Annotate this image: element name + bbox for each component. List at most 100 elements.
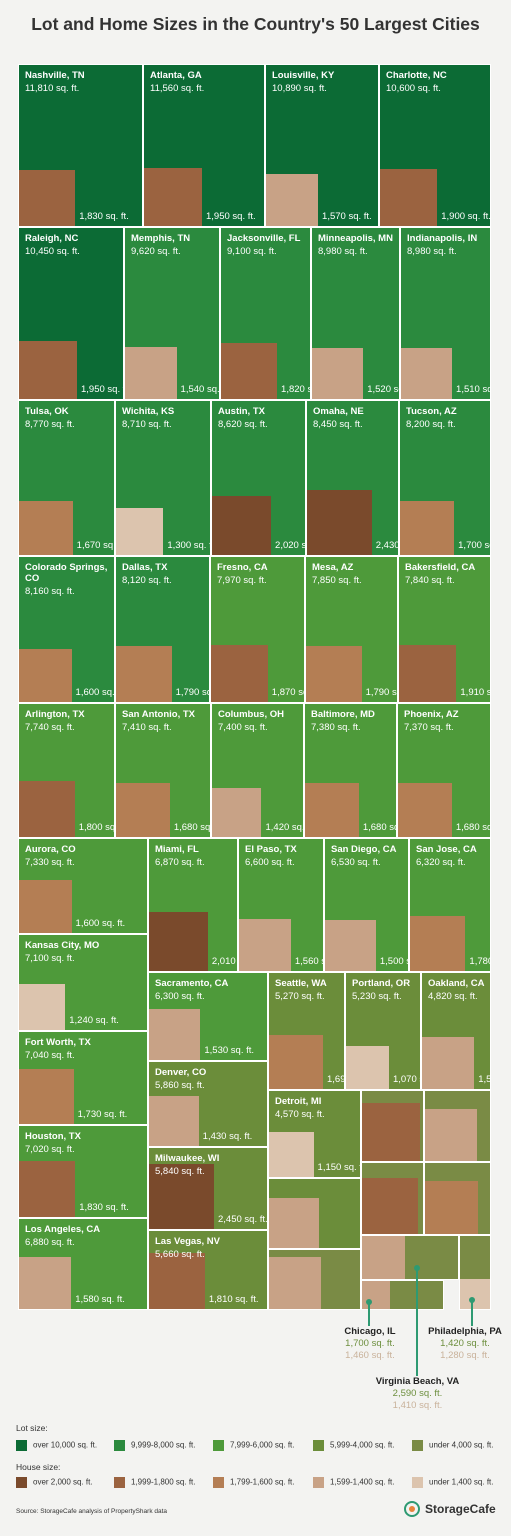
city-name: Portland, OR — [352, 978, 411, 989]
house-size-label: 1,680 sq. ft. — [362, 822, 396, 833]
city-name: El Paso, TX — [245, 844, 297, 855]
house-size-label: 2,430 sq. ft. — [375, 540, 399, 551]
house-square — [19, 341, 77, 399]
city-name: Sacramento, CA — [155, 978, 229, 989]
city-name: Charlotte, NC — [386, 70, 447, 81]
house-size-label: 1,910 sq. ft. — [460, 687, 490, 698]
city-cell-mesa-az: Mesa, AZ 7,850 sq. ft. 1,790 sq. ft. — [305, 556, 398, 703]
city-cell-chicago-il — [361, 1280, 444, 1310]
chart-title: Lot and Home Sizes in the Country's 50 L… — [31, 14, 480, 34]
lot-size-label: 7,400 sq. ft. — [218, 722, 268, 733]
lot-size-label: 8,160 sq. ft. — [25, 586, 75, 597]
city-name: Louisville, KY — [272, 70, 335, 81]
house-square — [19, 1160, 76, 1217]
house-size-label: 1,820 sq. ft. — [281, 384, 310, 395]
city-name: Indianapolis, IN — [407, 233, 478, 244]
callout-city-name: Philadelphia, PA — [428, 1326, 502, 1337]
city-cell-las-vegas-nv: Las Vegas, NV 5,660 sq. ft. 1,810 sq. ft. — [148, 1230, 268, 1310]
callout-house-size: 1,410 sq. ft. — [392, 1400, 443, 1411]
city-cell-philadelphia-pa — [459, 1235, 491, 1310]
city-cell-louisville-ky: Louisville, KY 10,890 sq. ft. 1,570 sq. ft… — [265, 64, 379, 227]
house-size-label: 1,430 sq. ft. — [202, 1131, 253, 1142]
lot-size-label: 4,570 sq. ft. — [275, 1109, 325, 1120]
house-square — [307, 490, 372, 555]
legend-label: 1,599-1,400 sq. ft. — [330, 1477, 395, 1487]
legend-swatch — [16, 1440, 27, 1451]
lot-size-label: 7,380 sq. ft. — [311, 722, 361, 733]
house-square — [212, 787, 262, 837]
house-square — [269, 1035, 323, 1089]
house-size-label: 1,690 sq. ft. — [326, 1074, 345, 1085]
house-square — [410, 915, 466, 971]
city-cell-albuquerque-nm — [268, 1178, 361, 1249]
city-cell-baltimore-md: Baltimore, MD 7,380 sq. ft. 1,680 sq. ft. — [304, 703, 397, 838]
legend-swatch — [313, 1440, 324, 1451]
city-cell-san-antonio-tx: San Antonio, TX 7,410 sq. ft. 1,680 sq. ft… — [115, 703, 211, 838]
city-cell-wichita-ks: Wichita, KS 8,710 sq. ft. 1,300 sq. ft. — [115, 400, 211, 556]
city-cell-seattle-wa: Seattle, WA 5,270 sq. ft. 1,690 sq. ft. — [268, 972, 345, 1090]
city-name: Atlanta, GA — [150, 70, 202, 81]
lot-size-label: 7,740 sq. ft. — [25, 722, 75, 733]
city-cell-miami-fl: Miami, FL 6,870 sq. ft. 2,010 sq. ft. — [148, 838, 238, 972]
city-cell-washington-dc — [424, 1090, 491, 1162]
callout-virginia-beach-va: Virginia Beach, VA 2,590 sq. ft. 1,410 sq.… — [370, 1376, 465, 1412]
house-size-label: 1,150 sq. ft. — [317, 1162, 360, 1173]
legend-swatch — [213, 1477, 224, 1488]
house-size-label: 1,580 sq. ft. — [478, 1074, 491, 1085]
city-name: Arlington, TX — [25, 709, 85, 720]
storagecafe-logo-icon — [404, 1501, 420, 1517]
legend-lot-item: 9,999-8,000 sq. ft. — [114, 1440, 196, 1451]
house-square — [380, 168, 438, 226]
city-name: Seattle, WA — [275, 978, 327, 989]
city-cell-houston-tx: Houston, TX 7,020 sq. ft. 1,830 sq. ft. — [18, 1125, 148, 1218]
house-square — [269, 1256, 322, 1309]
city-cell-kansas-city-mo: Kansas City, MO 7,100 sq. ft. 1,240 sq. ft… — [18, 934, 148, 1031]
city-name: Raleigh, NC — [25, 233, 79, 244]
lot-size-label: 5,660 sq. ft. — [155, 1249, 205, 1260]
house-square — [422, 1036, 475, 1089]
city-cell-tulsa-ok: Tulsa, OK 8,770 sq. ft. 1,670 sq. ft. — [18, 400, 115, 556]
lot-size-label: 8,980 sq. ft. — [407, 246, 457, 257]
house-square — [401, 347, 453, 399]
house-square — [19, 983, 66, 1030]
house-size-label: 1,580 sq. ft. — [75, 1294, 125, 1305]
lot-size-label: 6,870 sq. ft. — [155, 857, 205, 868]
city-name: Miami, FL — [155, 844, 199, 855]
city-cell-tucson-az: Tucson, AZ 8,200 sq. ft. 1,700 sq. ft. — [399, 400, 491, 556]
city-cell-columbus-oh: Columbus, OH 7,400 sq. ft. 1,420 sq. ft. — [211, 703, 304, 838]
callout-line — [471, 1300, 473, 1326]
legend-label: 9,999-8,000 sq. ft. — [131, 1440, 196, 1450]
lot-size-label: 8,710 sq. ft. — [122, 419, 172, 430]
legend-label: under 1,400 sq. ft. — [429, 1477, 494, 1487]
lot-size-label: 9,620 sq. ft. — [131, 246, 181, 257]
legend-lot-item: over 10,000 sq. ft. — [16, 1440, 97, 1451]
city-cell-sacramento-ca: Sacramento, CA 6,300 sq. ft. 1,530 sq. ft. — [148, 972, 268, 1061]
legend-lot-title: Lot size: — [16, 1423, 48, 1433]
house-square — [149, 912, 208, 971]
lot-size-label: 6,300 sq. ft. — [155, 991, 205, 1002]
house-size-label: 1,780 sq. ft. — [469, 956, 491, 967]
house-square — [425, 1181, 478, 1234]
house-size-label: 1,240 sq. ft. — [69, 1015, 119, 1026]
city-cell-arlington-tx: Arlington, TX 7,740 sq. ft. 1,800 sq. ft. — [18, 703, 115, 838]
lot-size-label: 7,020 sq. ft. — [25, 1144, 75, 1155]
callout-philadelphia-pa: Philadelphia, PA 1,420 sq. ft. 1,280 sq. f… — [420, 1326, 510, 1362]
house-square — [400, 500, 455, 555]
house-size-label: 1,790 sq. ft. — [175, 687, 209, 698]
house-size-label: 1,510 sq. ft. — [456, 384, 490, 395]
lot-size-label: 7,330 sq. ft. — [25, 857, 75, 868]
house-square — [149, 1164, 214, 1229]
brand-name: StorageCafe — [425, 1502, 496, 1516]
city-name: Baltimore, MD — [311, 709, 375, 720]
callout-house-size: 1,460 sq. ft. — [345, 1350, 395, 1361]
legend-label: 1,799-1,600 sq. ft. — [230, 1477, 295, 1487]
house-square — [425, 1108, 478, 1161]
city-cell-fort-worth-tx: Fort Worth, TX 7,040 sq. ft. 1,730 sq. ft. — [18, 1031, 148, 1125]
lot-size-label: 11,560 sq. ft. — [150, 83, 205, 94]
city-name: Wichita, KS — [122, 406, 175, 417]
lot-size-label: 5,840 sq. ft. — [155, 1166, 205, 1177]
house-size-label: 1,810 sq. ft. — [208, 1294, 259, 1305]
legend-label: under 4,000 sq. ft. — [429, 1440, 494, 1450]
house-size-label: 1,870 sq. ft. — [271, 687, 304, 698]
house-square — [399, 644, 457, 702]
